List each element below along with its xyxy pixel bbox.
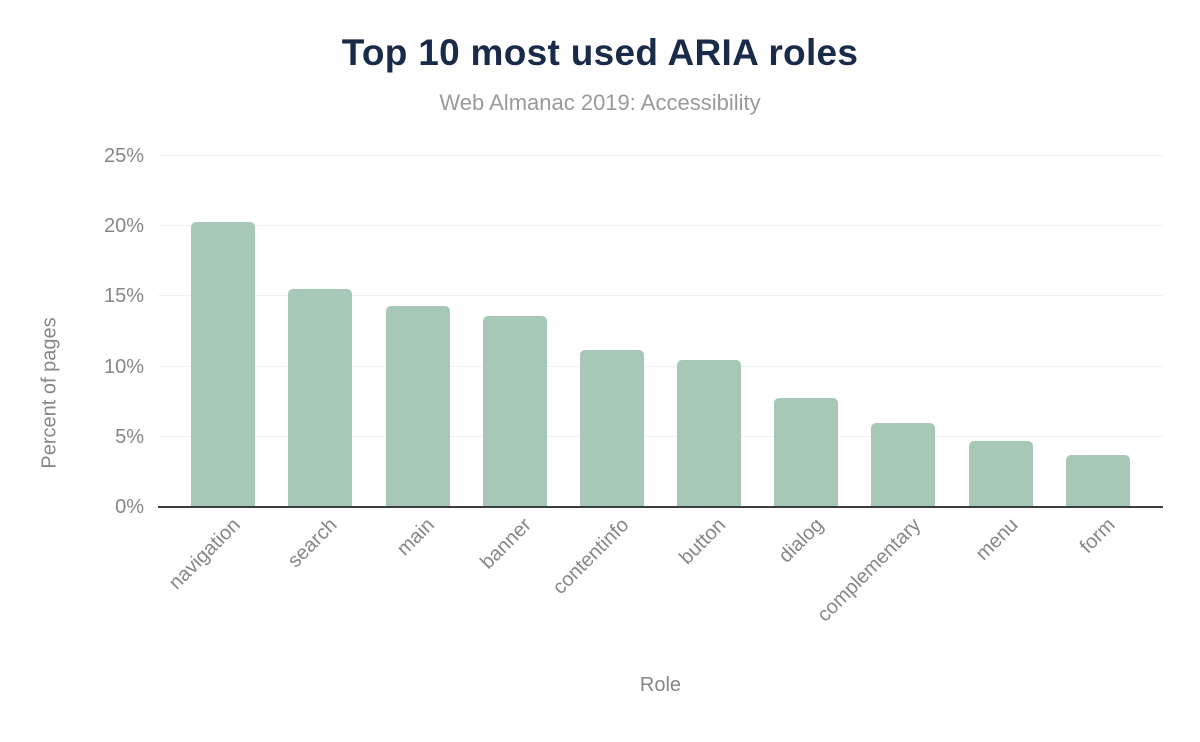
bar-banner [482, 316, 547, 507]
x-tick-label-text: main [392, 514, 440, 561]
y-tick-label-10pct: 10% [103, 355, 144, 378]
bar-main [385, 306, 450, 507]
x-axis-line [158, 506, 1163, 508]
x-axis-title: Role [158, 674, 1163, 697]
gridline-5 [158, 435, 1163, 437]
bar-search [288, 289, 353, 507]
x-tick-label-text: navigation [164, 514, 245, 595]
bar-button [677, 359, 742, 507]
chart-subtitle: Web Almanac 2019: Accessibility [439, 90, 761, 115]
y-tick-label-15pct: 15% [103, 285, 144, 308]
y-axis-tick-labels: 0% 5% 10% 15% 20% 25% [0, 145, 144, 518]
y-tick-label-5pct: 5% [115, 425, 144, 448]
bar-navigation [191, 222, 256, 507]
x-tick-label-text: dialog [774, 514, 828, 568]
bar-form [1065, 455, 1130, 507]
bar-contentinfo [579, 349, 644, 507]
y-tick-label-25pct: 25% [103, 145, 144, 167]
bar-dialog [774, 397, 839, 507]
x-tick-label-text: search [283, 514, 342, 573]
x-tick-label-text: menu [971, 514, 1023, 565]
x-tick-label-text: banner [476, 514, 537, 574]
x-tick-label-text: button [675, 514, 731, 569]
y-tick-label-20pct: 20% [103, 215, 144, 238]
gridline-15 [158, 295, 1163, 297]
bar-complementary [871, 422, 936, 507]
x-tick-label-text: form [1075, 514, 1120, 558]
x-axis-title-text: Role [639, 674, 682, 696]
bar-menu [968, 441, 1033, 507]
gridline-10 [158, 365, 1163, 367]
gridline-20 [158, 225, 1163, 227]
x-tick-label-text: complementary [812, 514, 926, 627]
chart-title: Top 10 most used ARIA roles [341, 32, 859, 73]
y-tick-label-0pct: 0% [115, 496, 144, 518]
plot-area [158, 155, 1163, 508]
x-tick-label-text: contentinfo [548, 514, 634, 599]
gridline-25 [158, 155, 1163, 156]
